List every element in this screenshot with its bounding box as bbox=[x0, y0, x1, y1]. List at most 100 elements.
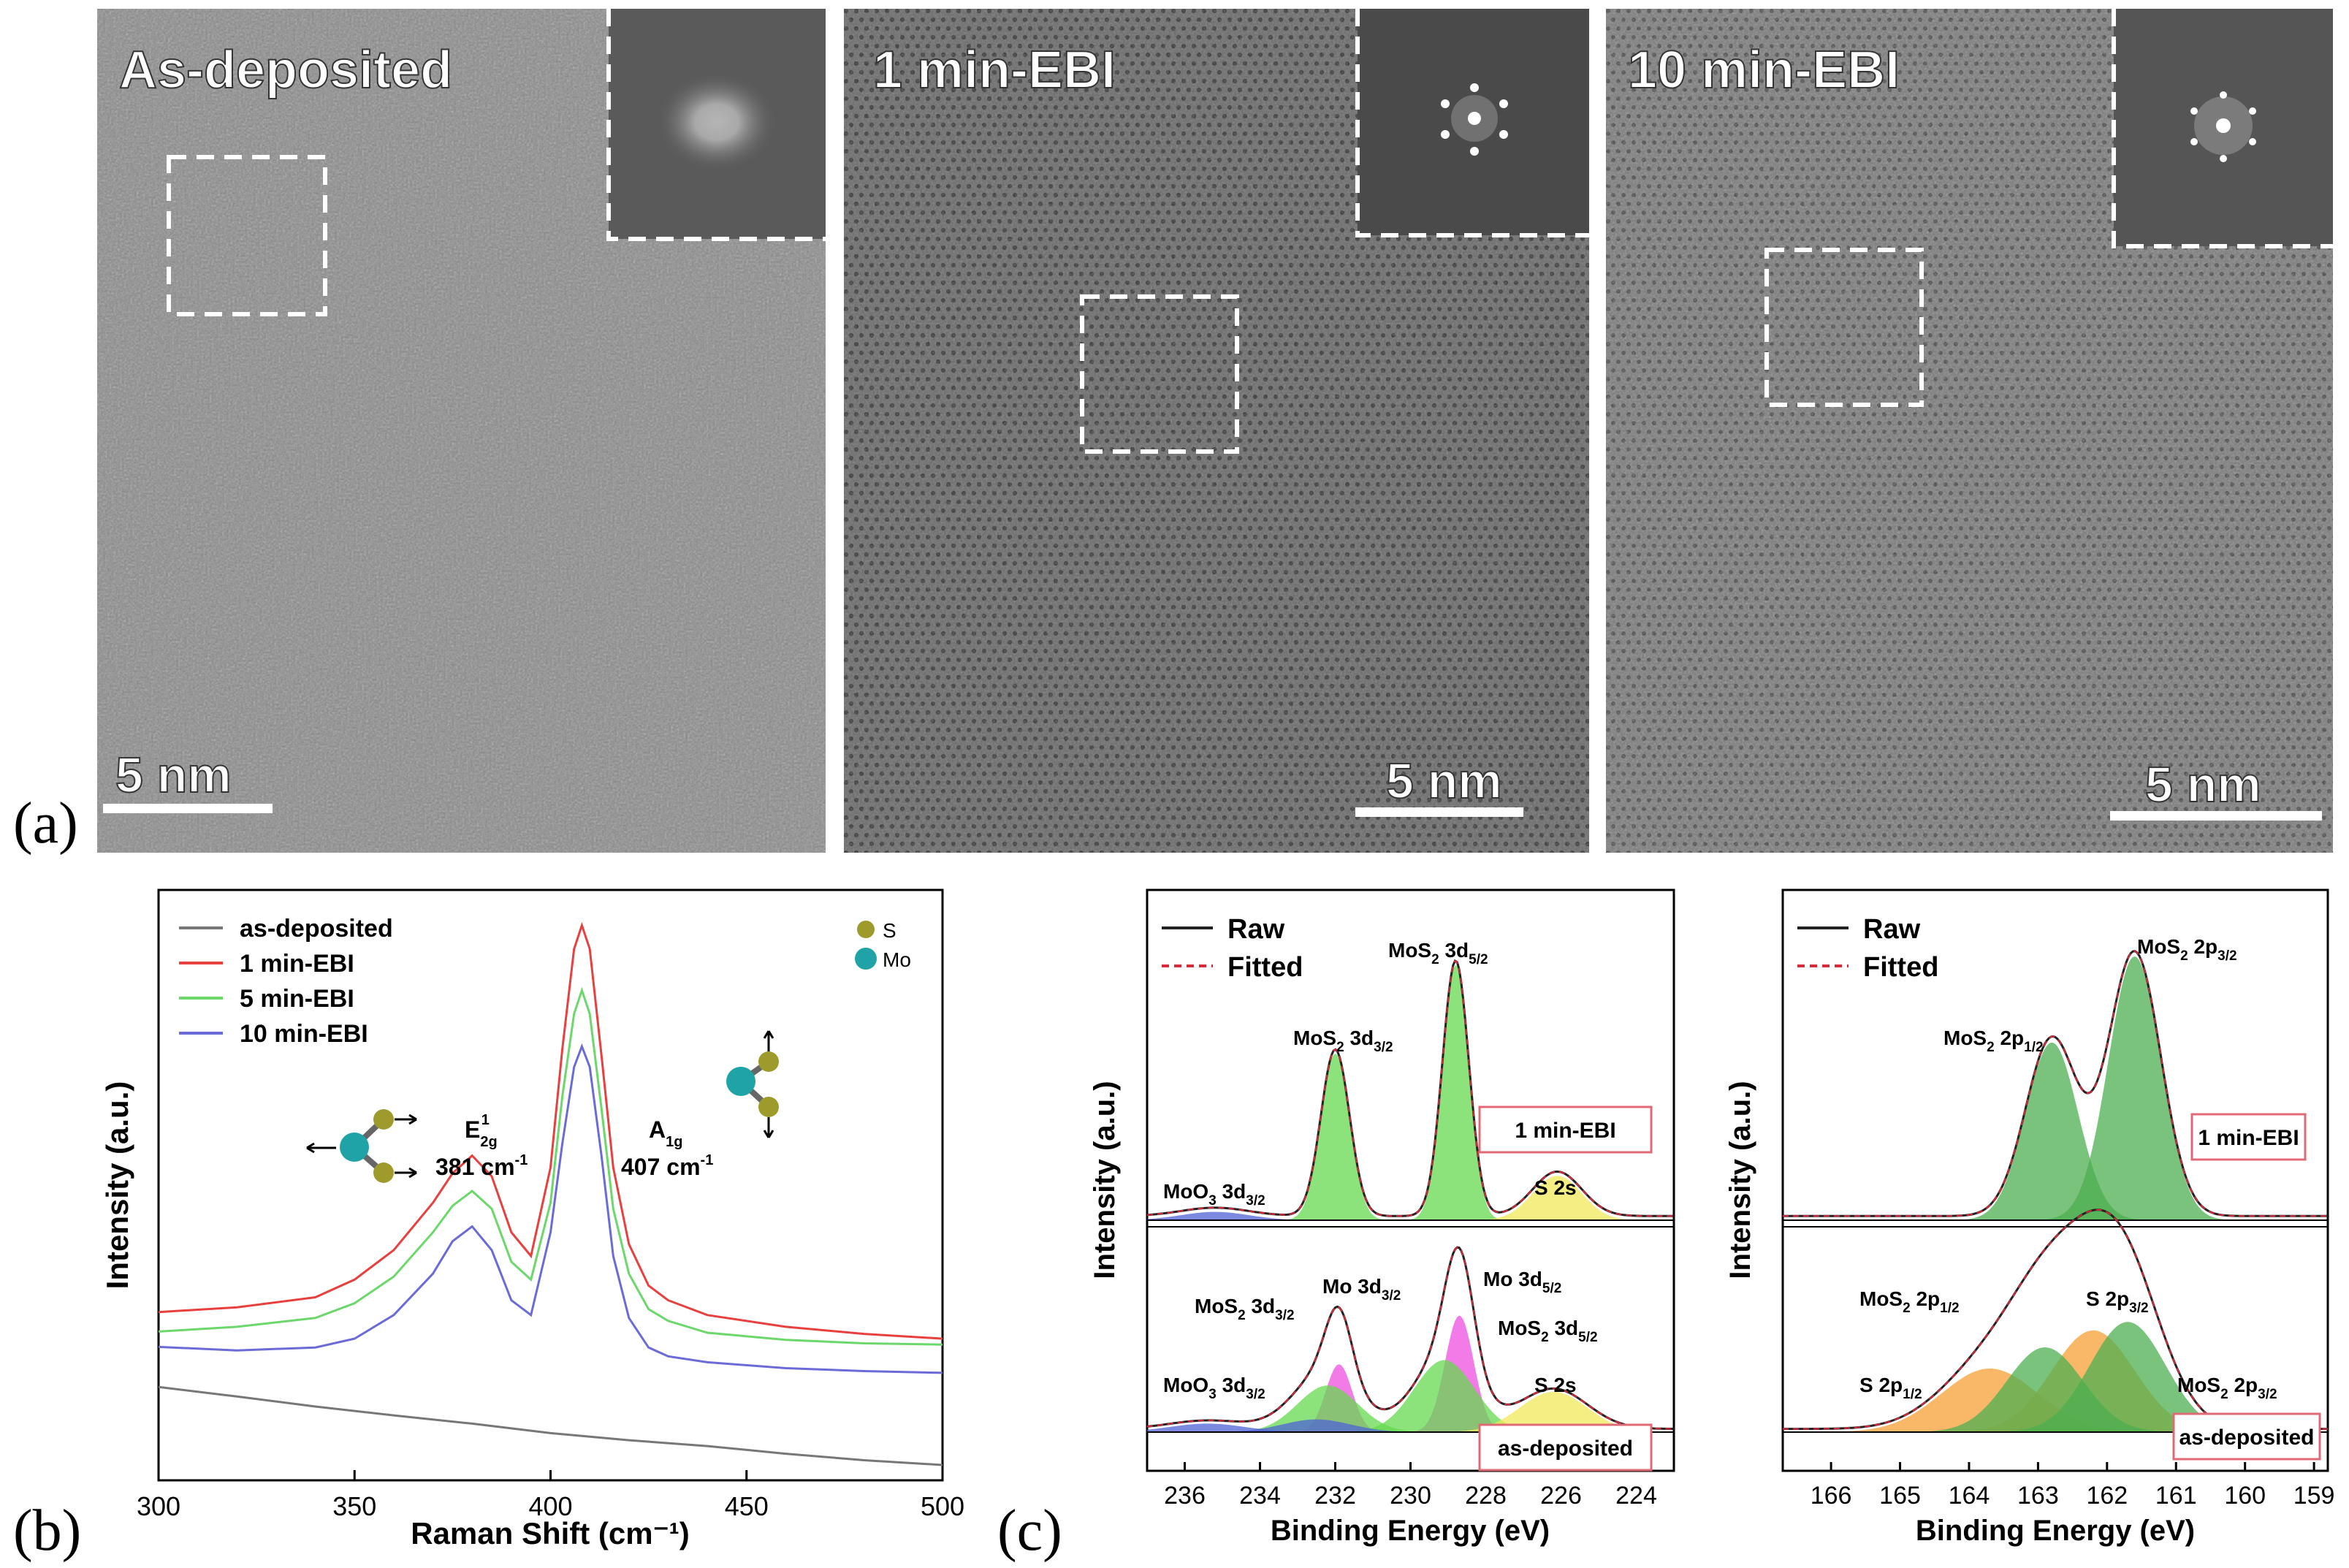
legend-entry: 1 min-EBI bbox=[240, 950, 354, 978]
xps-mo3d-chart: 236 234 232 230 228 226 224 Raw Fitted MoS2 3d5… bbox=[1081, 888, 1688, 1567]
legend-entry: 10 min-EBI bbox=[240, 1020, 368, 1048]
xps-s2p-chart: 166 165 164 163 162 161 160 159 Raw Fitted MoS2 … bbox=[1724, 888, 2338, 1567]
y-axis-label: Intensity (a.u.) bbox=[100, 1081, 134, 1290]
x-axis: 236 234 232 230 228 226 224 bbox=[1164, 1462, 1657, 1510]
legend: as-deposited 1 min-EBI 5 min-EBI 10 min-EBI bbox=[179, 915, 393, 1048]
peak-label: Mo 3d3/2 bbox=[1322, 1275, 1401, 1304]
x-tick-label: 160 bbox=[2224, 1482, 2266, 1510]
a1g-mode-icon bbox=[726, 1030, 779, 1138]
panel-label-c: (c) bbox=[997, 1499, 1062, 1563]
peak-fill-0-1 bbox=[1783, 1042, 2328, 1220]
sample-label-box bbox=[1478, 1423, 1653, 1472]
x-tick-label: 450 bbox=[725, 1491, 769, 1521]
x-axis-label: Raman Shift (cm⁻¹) bbox=[411, 1516, 690, 1550]
xps-mo3d-svg: 236 234 232 230 228 226 224 Raw Fitted MoS2 3d5… bbox=[1089, 888, 1675, 1547]
raman-chart: 300 350 400 450 500 Raman Shift (cm⁻¹) Inten… bbox=[88, 888, 964, 1567]
sample-label: as-deposited bbox=[1498, 1436, 1633, 1461]
x-tick-label: 400 bbox=[528, 1491, 572, 1521]
peak-labels: MoS2 3d5/2 MoS2 3d3/2 MoO3 3d3/2 S 2s MoS2 3… bbox=[1163, 939, 1598, 1402]
peak-fill-1-3 bbox=[1147, 1360, 1674, 1432]
y-axis-label: Intensity (a.u.) bbox=[1089, 1081, 1121, 1279]
peak-label: MoS2 2p3/2 bbox=[2177, 1374, 2277, 1402]
scale-bar-label: 5 nm bbox=[115, 747, 232, 803]
e2g-label: E2g1 bbox=[465, 1112, 498, 1150]
x-tick-label: 162 bbox=[2086, 1482, 2128, 1510]
tem-as-deposited-svg: 5 nm As-deposited bbox=[97, 9, 826, 853]
x-tick-label: 230 bbox=[1390, 1482, 1431, 1510]
sample-labels: 1 min-EBI as-deposited bbox=[2172, 1113, 2321, 1461]
molybdenum-atom-icon bbox=[855, 948, 877, 970]
scale-bar-label: 5 nm bbox=[2145, 757, 2261, 812]
x-tick-label: 163 bbox=[2017, 1482, 2059, 1510]
series-line-1 bbox=[158, 921, 943, 1340]
sample-label-box bbox=[1478, 1105, 1653, 1154]
roi-box bbox=[1764, 248, 1924, 407]
legend-entry: Raw bbox=[1863, 914, 1921, 945]
x-tick-label: 350 bbox=[332, 1491, 376, 1521]
a1g-annotation: A1g 407 cm-1 bbox=[621, 1116, 713, 1180]
x-tick-label: 236 bbox=[1164, 1482, 1206, 1510]
e2g-mode-icon bbox=[306, 1109, 417, 1183]
legend-entry: Fitted bbox=[1227, 952, 1303, 983]
peak-label: MoS2 3d5/2 bbox=[1498, 1317, 1598, 1345]
x-tick-label: 161 bbox=[2155, 1482, 2197, 1510]
peak-fill-1-4 bbox=[1147, 1391, 1674, 1432]
image-title: 10 min-EBI bbox=[1628, 41, 1900, 99]
sample-label: 1 min-EBI bbox=[2198, 1126, 2299, 1150]
y-axis-label: Intensity (a.u.) bbox=[1724, 1081, 1756, 1279]
legend: Raw Fitted bbox=[1797, 914, 1938, 983]
peak-label: S 2s bbox=[1534, 1374, 1577, 1396]
sample-label-box bbox=[2190, 1113, 2307, 1161]
a1g-value: 407 cm-1 bbox=[621, 1152, 713, 1180]
peak-label: MoS2 2p1/2 bbox=[1943, 1027, 2044, 1055]
image-title: As-deposited bbox=[119, 41, 452, 99]
peak-fills bbox=[1147, 964, 1674, 1432]
raw-curve-0 bbox=[1146, 959, 1674, 1217]
sample-label: as-deposited bbox=[2179, 1426, 2314, 1450]
raw-curve-0 bbox=[1783, 950, 2328, 1217]
peak-fills bbox=[1783, 956, 2328, 1432]
sample-label: 1 min-EBI bbox=[1515, 1119, 1615, 1143]
x-tick-label: 165 bbox=[1879, 1482, 1921, 1510]
scale-bar-label: 5 nm bbox=[1386, 753, 1502, 809]
scale-bar bbox=[103, 804, 273, 813]
peak-fill-0-3 bbox=[1147, 1211, 1674, 1220]
tem-image-10min-ebi: 5 nm 10 min-EBI bbox=[1606, 9, 2333, 853]
x-tick-label: 166 bbox=[1811, 1482, 1852, 1510]
legend-entry: Fitted bbox=[1863, 952, 1938, 983]
scale-bar bbox=[1355, 807, 1523, 817]
e2g-annotation: E2g1 381 cm-1 bbox=[435, 1112, 528, 1180]
fft-hexagonal-spots bbox=[1441, 83, 1508, 156]
series-line-0 bbox=[158, 1385, 943, 1466]
xps-s2p-svg: 166 165 164 163 162 161 160 159 Raw Fitted MoS2 … bbox=[1724, 888, 2334, 1547]
peak-label: S 2s bbox=[1534, 1176, 1577, 1199]
x-axis-label: Binding Energy (eV) bbox=[1271, 1515, 1550, 1547]
series-line-2 bbox=[158, 986, 943, 1346]
atom-label-s: S bbox=[883, 919, 896, 942]
peak-label: MoS2 3d5/2 bbox=[1388, 939, 1488, 967]
panel-label-b: (b) bbox=[13, 1499, 82, 1563]
fitted-curve-1 bbox=[1783, 1209, 2328, 1430]
tem-1min-svg: 5 nm 1 min-EBI bbox=[844, 9, 1589, 853]
legend: Raw Fitted bbox=[1162, 914, 1303, 983]
raman-chart-svg: 300 350 400 450 500 Raman Shift (cm⁻¹) Inten… bbox=[100, 888, 964, 1550]
peak-label: MoO3 3d3/2 bbox=[1163, 1374, 1265, 1402]
scale-bar bbox=[2110, 811, 2322, 821]
peak-label: MoS2 3d3/2 bbox=[1195, 1295, 1295, 1323]
sample-labels: 1 min-EBI as-deposited bbox=[1478, 1105, 1653, 1472]
fft-inset-border bbox=[606, 9, 826, 241]
x-tick-label: 228 bbox=[1465, 1482, 1507, 1510]
tem-image-1min-ebi: 5 nm 1 min-EBI bbox=[844, 9, 1589, 853]
fft-diffuse-ring bbox=[655, 71, 779, 173]
x-axis: 300 350 400 450 500 bbox=[137, 1470, 964, 1521]
envelope-curves bbox=[1146, 959, 1675, 1433]
peak-label: MoO3 3d3/2 bbox=[1163, 1180, 1265, 1209]
image-title: 1 min-EBI bbox=[873, 41, 1116, 99]
tem-10min-svg: 5 nm 10 min-EBI bbox=[1606, 9, 2333, 853]
peak-fill-1-3 bbox=[1783, 1347, 2328, 1432]
x-axis-label: Binding Energy (eV) bbox=[1916, 1515, 2195, 1547]
x-tick-label: 224 bbox=[1615, 1482, 1657, 1510]
peak-label: MoS2 3d3/2 bbox=[1293, 1027, 1393, 1055]
a1g-label: A1g bbox=[649, 1116, 682, 1150]
e2g-value: 381 cm-1 bbox=[435, 1152, 528, 1180]
